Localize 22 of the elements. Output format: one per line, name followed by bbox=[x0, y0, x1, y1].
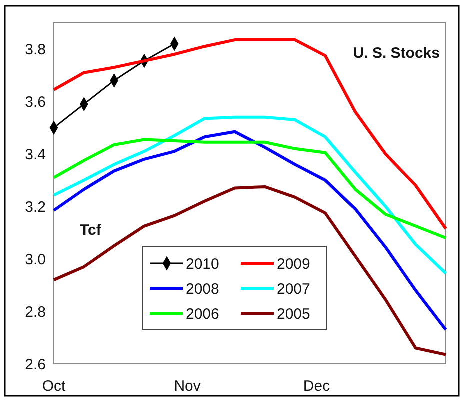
y-tick-label: 3.6 bbox=[25, 94, 46, 111]
x-tick-label: Nov bbox=[174, 378, 202, 395]
legend-label: 2006 bbox=[186, 306, 220, 323]
annotation: Tcf bbox=[80, 222, 102, 239]
y-tick-label: 2.6 bbox=[25, 356, 46, 374]
legend-label: 2008 bbox=[186, 280, 220, 298]
line-series bbox=[52, 185, 448, 356]
legend-label: 2007 bbox=[277, 280, 310, 298]
x-tick-label: Oct bbox=[42, 378, 66, 395]
line-series bbox=[52, 138, 448, 240]
y-tick-label: 3.8 bbox=[25, 41, 46, 58]
y-tick-label: 3.2 bbox=[25, 198, 46, 216]
legend-label: 2005 bbox=[277, 306, 310, 323]
legend-label: 2010 bbox=[186, 256, 220, 273]
line-series bbox=[52, 116, 448, 276]
legend-label: 2009 bbox=[277, 256, 310, 273]
y-tick-label: 3.0 bbox=[25, 251, 46, 268]
annotation: U. S. Stocks bbox=[353, 45, 440, 62]
y-tick-label: 3.4 bbox=[25, 146, 46, 164]
line-series bbox=[52, 130, 448, 332]
y-tick-label: 2.8 bbox=[25, 304, 46, 321]
x-tick-label: Dec bbox=[303, 378, 331, 395]
